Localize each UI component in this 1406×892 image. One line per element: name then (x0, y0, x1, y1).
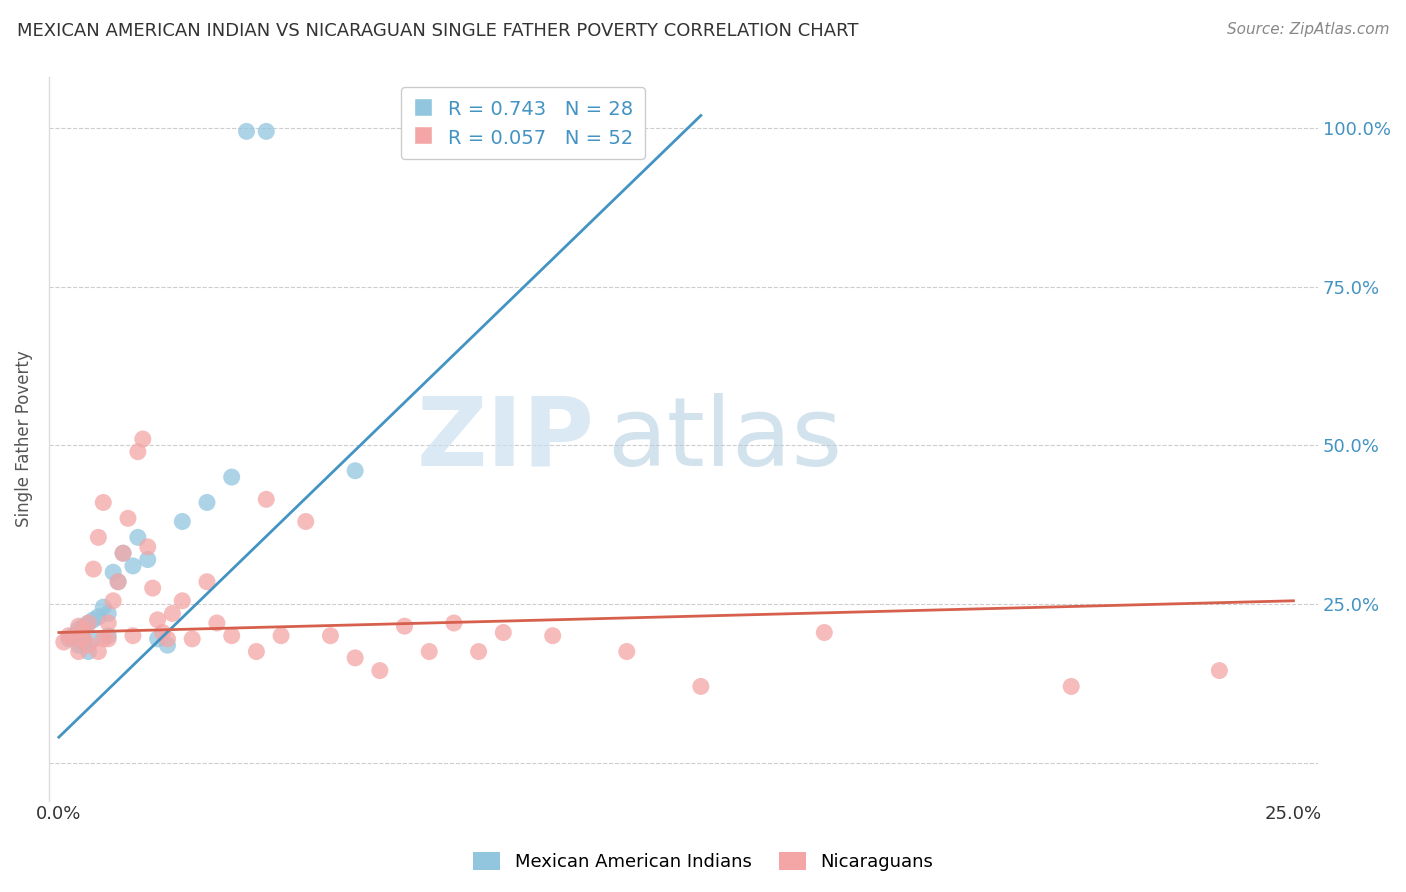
Point (101, 566, 124, 580)
Point (107, 574, 129, 589)
Point (195, 574, 218, 589)
Point (87, 609, 110, 624)
Point (181, 632, 204, 646)
Point (107, 574, 129, 589)
Point (112, 546, 135, 560)
Point (136, 540, 159, 554)
Y-axis label: Single Father Poverty: Single Father Poverty (15, 351, 32, 527)
Point (344, 464, 367, 478)
Point (67, 638, 90, 652)
Point (67, 623, 90, 637)
Point (813, 625, 835, 640)
Point (62, 632, 84, 646)
Point (97, 607, 120, 621)
Point (91, 632, 114, 646)
Point (127, 444, 149, 458)
Point (172, 594, 194, 608)
Point (58, 632, 80, 646)
Point (319, 629, 342, 643)
Text: Source: ZipAtlas.com: Source: ZipAtlas.com (1226, 22, 1389, 37)
Point (97, 615, 120, 630)
Point (97, 632, 120, 646)
Point (689, 680, 711, 694)
Point (254, 124, 277, 138)
Point (1060, 680, 1083, 694)
Point (117, 511, 139, 525)
Point (221, 629, 243, 643)
Point (58, 629, 80, 643)
Point (72, 623, 94, 637)
Point (146, 632, 169, 646)
Point (122, 558, 145, 573)
Point (245, 644, 267, 658)
Point (294, 515, 316, 529)
Point (156, 632, 179, 646)
Legend: Mexican American Indians, Nicaraguans: Mexican American Indians, Nicaraguans (465, 845, 941, 879)
Point (270, 629, 292, 643)
Point (77, 638, 100, 652)
Point (1208, 664, 1230, 678)
Point (132, 432, 155, 446)
Point (156, 638, 179, 652)
Text: ZIP: ZIP (416, 392, 595, 485)
Point (541, 629, 564, 643)
Point (97, 629, 120, 643)
Point (91, 495, 114, 509)
Point (72, 632, 94, 646)
Point (82, 613, 104, 627)
Point (172, 515, 194, 529)
Point (616, 644, 638, 658)
Text: atlas: atlas (607, 392, 842, 485)
Text: MEXICAN AMERICAN INDIAN VS NICARAGUAN SINGLE FATHER POVERTY CORRELATION CHART: MEXICAN AMERICAN INDIAN VS NICARAGUAN SI… (17, 22, 859, 40)
Point (162, 607, 184, 621)
Point (122, 629, 145, 643)
Point (67, 644, 90, 658)
Point (136, 552, 159, 566)
Point (344, 651, 367, 665)
Point (467, 644, 489, 658)
Point (127, 530, 149, 544)
Point (443, 615, 465, 630)
Point (82, 632, 104, 646)
Point (152, 625, 174, 640)
Point (368, 664, 391, 678)
Point (235, 124, 257, 138)
Point (77, 615, 100, 630)
Point (142, 581, 165, 595)
Point (67, 619, 90, 633)
Point (77, 615, 100, 630)
Point (205, 615, 228, 630)
Point (87, 644, 110, 658)
Point (62, 629, 84, 643)
Point (254, 492, 277, 507)
Legend: R = 0.743   N = 28, R = 0.057   N = 52: R = 0.743 N = 28, R = 0.057 N = 52 (401, 87, 645, 160)
Point (195, 495, 218, 509)
Point (112, 546, 135, 560)
Point (418, 644, 440, 658)
Point (492, 625, 515, 640)
Point (101, 594, 124, 608)
Point (72, 635, 94, 649)
Point (221, 470, 243, 484)
Point (87, 530, 110, 544)
Point (146, 613, 169, 627)
Point (52, 635, 75, 649)
Point (82, 562, 104, 576)
Point (72, 619, 94, 633)
Point (77, 644, 100, 658)
Point (91, 600, 114, 615)
Point (394, 619, 416, 633)
